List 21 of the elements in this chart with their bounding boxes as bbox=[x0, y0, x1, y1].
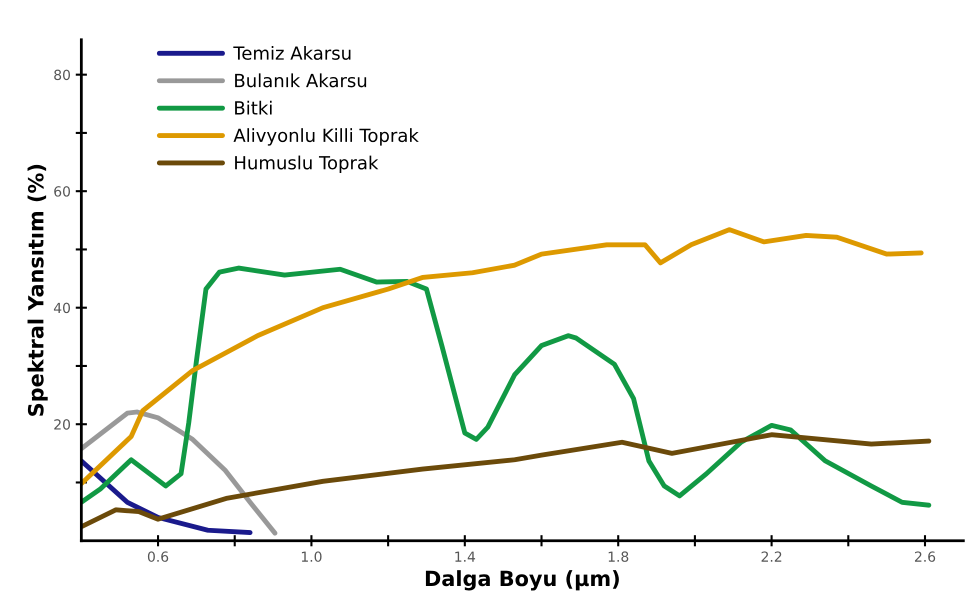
x-axis-title: Dalga Boyu (µm) bbox=[426, 570, 619, 590]
y-tick-label: 20 bbox=[54, 419, 70, 430]
legend-label: Alivyonlu Killi Toprak bbox=[234, 128, 419, 146]
line-series bbox=[81, 266, 932, 508]
line-series bbox=[81, 227, 924, 486]
x-tick-label: 2.6 bbox=[914, 551, 936, 562]
x-tick-label: 1.8 bbox=[608, 551, 628, 562]
legend-label: Bitki bbox=[235, 100, 272, 114]
y-tick-label: 60 bbox=[54, 186, 70, 197]
line-series bbox=[81, 410, 278, 536]
line-series bbox=[81, 432, 932, 530]
y-axis-title: Spektral Yansıtım (%) bbox=[28, 164, 48, 416]
legend-label: Humuslu Toprak bbox=[235, 156, 378, 174]
x-tick-label: 2.2 bbox=[762, 551, 782, 562]
y-tick-label: 40 bbox=[54, 302, 70, 314]
y-tick-label: 80 bbox=[54, 70, 70, 80]
x-tick-label: 0.6 bbox=[148, 551, 168, 562]
x-tick-label: 1.0 bbox=[302, 551, 322, 562]
legend-label: Bulanık Akarsu bbox=[235, 73, 366, 88]
x-tick-label: 1.4 bbox=[455, 552, 476, 562]
legend-label: Temiz Akarsu bbox=[233, 46, 350, 60]
